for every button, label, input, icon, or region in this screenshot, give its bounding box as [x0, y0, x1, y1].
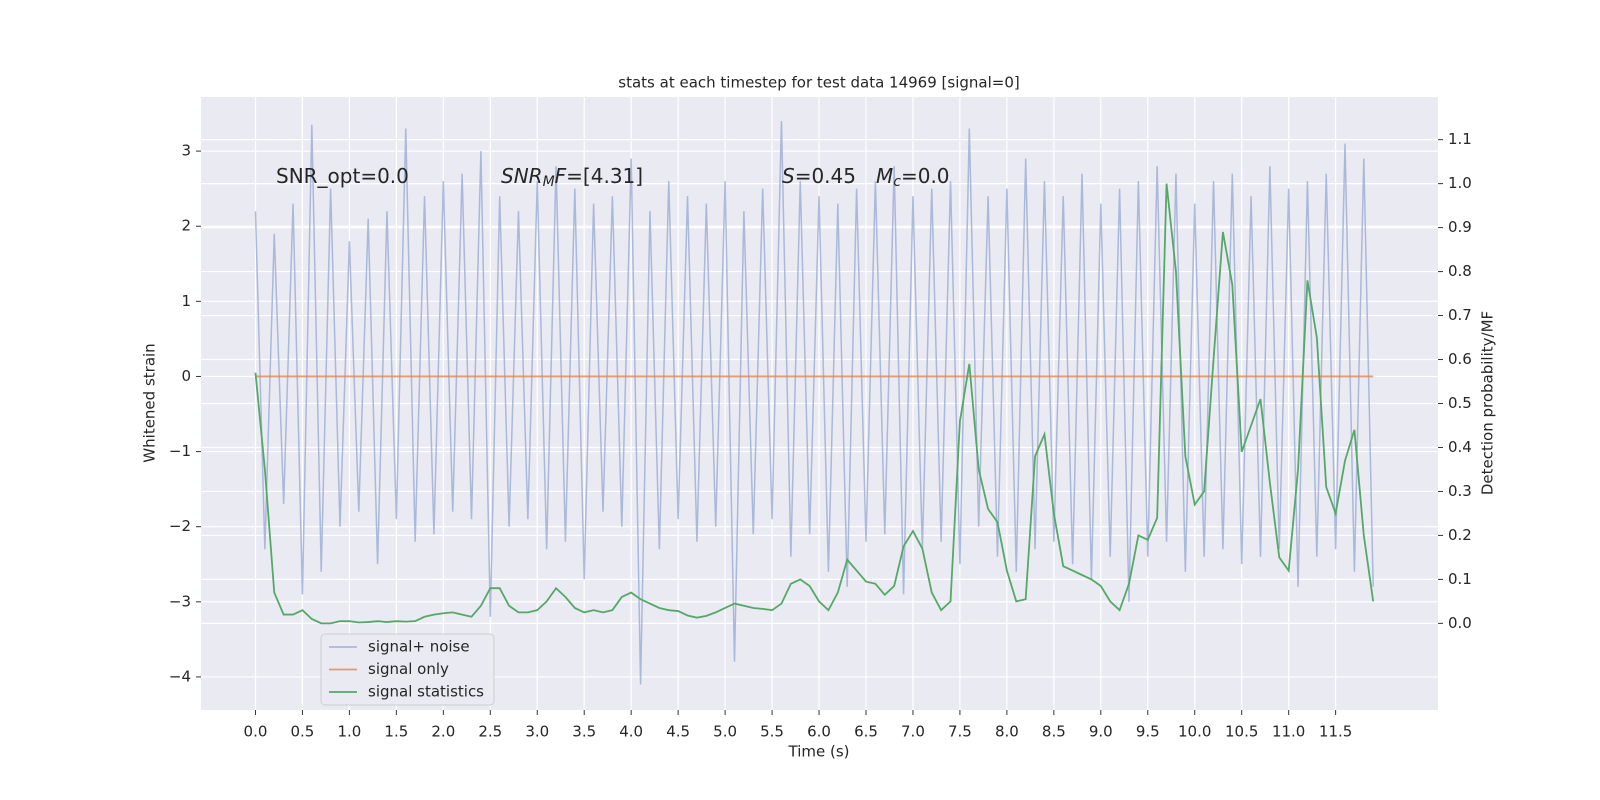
x-tick-label: 2.5	[478, 723, 502, 741]
y2-tick-label: 0.7	[1448, 306, 1472, 324]
x-tick-label: 7.5	[948, 723, 972, 741]
x-tick-label: 11.5	[1319, 723, 1352, 741]
series-line	[254, 121, 1374, 685]
y-axis-label: Whitened strain	[141, 343, 159, 462]
annotation-part: M	[543, 174, 555, 190]
annotation: S=0.45	[782, 164, 856, 188]
y-tick-label: −2	[169, 517, 191, 535]
x-tick-label: 3.5	[572, 723, 596, 741]
y-tick-label: −4	[169, 667, 191, 685]
y-tick-label: 1	[181, 292, 191, 310]
x-tick-label: 1.0	[337, 723, 361, 741]
y2-tick-label: 0.6	[1448, 350, 1472, 368]
legend-box	[320, 633, 495, 706]
x-tick-label: 6.5	[854, 723, 878, 741]
annotation-part: M	[876, 164, 893, 188]
x-tick-label: 11.0	[1272, 723, 1305, 741]
y2-tick-label: 0.8	[1448, 262, 1472, 280]
x-tick-label: 10.0	[1178, 723, 1211, 741]
x-tick-label: 9.0	[1089, 723, 1113, 741]
x-tick-label: 4.5	[666, 723, 690, 741]
y2-tick-label: 0.1	[1448, 570, 1472, 588]
y-tick-label: −3	[169, 592, 191, 610]
y2-axis-label: Detection probability/MF	[1479, 311, 1497, 495]
y2-tick-label: 1.1	[1448, 130, 1472, 148]
annotation-part: c	[893, 174, 901, 190]
x-tick-label: 8.5	[1042, 723, 1066, 741]
annotation-part: SNR_opt=0.0	[276, 164, 409, 188]
y-tick-label: −1	[169, 442, 191, 460]
legend-label: signal+ noise	[368, 638, 470, 656]
x-tick-label: 5.0	[713, 723, 737, 741]
x-tick-label: 0.0	[244, 723, 268, 741]
y-tick-label: 3	[181, 142, 191, 160]
annotation: SNRMF=[4.31]	[501, 164, 643, 191]
x-tick-label: 10.5	[1225, 723, 1258, 741]
annotation-part: SNR	[501, 164, 543, 188]
y-tick-label: 2	[181, 217, 191, 235]
series-line	[254, 183, 1375, 625]
annotation-part: F	[555, 164, 567, 188]
x-tick-label: 3.0	[525, 723, 549, 741]
y2-tick-label: 1.0	[1448, 174, 1472, 192]
x-tick-label: 7.0	[901, 723, 925, 741]
y2-tick-label: 0.3	[1448, 482, 1472, 500]
x-tick-label: 0.5	[291, 723, 315, 741]
annotation-part: =[4.31]	[566, 164, 643, 188]
chart-title: stats at each timestep for test data 149…	[618, 74, 1019, 92]
legend-label: signal statistics	[368, 683, 484, 701]
legend-label: signal only	[368, 660, 449, 678]
annotation: SNR_opt=0.0	[276, 164, 409, 188]
x-tick-label: 9.5	[1136, 723, 1160, 741]
x-tick-label: 8.0	[995, 723, 1019, 741]
annotation-part: =0.0	[901, 164, 950, 188]
x-axis-label: Time (s)	[788, 743, 850, 761]
x-tick-label: 4.0	[619, 723, 643, 741]
x-tick-label: 5.5	[760, 723, 784, 741]
y2-tick-label: 0.0	[1448, 614, 1472, 632]
annotation-part: =0.45	[795, 164, 856, 188]
y2-tick-label: 0.4	[1448, 438, 1472, 456]
annotation-part: S	[782, 164, 795, 188]
y2-tick-label: 0.5	[1448, 394, 1472, 412]
y-tick-label: 0	[181, 367, 191, 385]
x-tick-label: 1.5	[384, 723, 408, 741]
y2-tick-label: 0.2	[1448, 526, 1472, 544]
x-tick-label: 2.0	[431, 723, 455, 741]
x-tick-label: 6.0	[807, 723, 831, 741]
annotation: Mc=0.0	[876, 164, 950, 191]
y2-tick-label: 0.9	[1448, 218, 1472, 236]
